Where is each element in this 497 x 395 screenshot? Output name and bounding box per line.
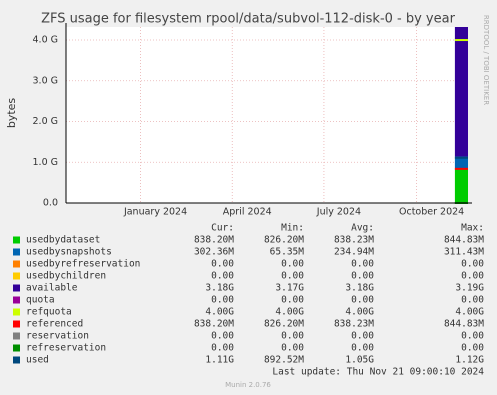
legend-swatch <box>13 344 20 352</box>
table-cell: 4.00G <box>455 307 484 318</box>
table-cell: 844.83M <box>444 235 484 246</box>
legend-swatch <box>13 308 20 316</box>
table-header: Cur: <box>211 223 234 234</box>
table-cell: 838.20M <box>194 235 234 246</box>
table-cell: 0.00 <box>461 271 484 282</box>
area <box>454 168 468 203</box>
table-cell: 65.35M <box>270 247 305 258</box>
table-cell: 0.00 <box>281 259 304 270</box>
legend-swatch <box>13 236 20 244</box>
table-cell: 311.43M <box>444 247 484 258</box>
last-update: Last update: Thu Nov 21 09:00:10 2024 <box>272 367 484 378</box>
area <box>454 26 468 157</box>
table-cell: 0.00 <box>211 271 234 282</box>
table-cell: 0.00 <box>281 343 304 354</box>
table-cell: 0.00 <box>351 343 374 354</box>
table-cell: 1.11G <box>205 355 234 366</box>
table-header: Max: <box>461 223 484 234</box>
table-cell: 826.20M <box>264 319 304 330</box>
y-tick-label: 2.0 G <box>33 116 59 127</box>
legend-label: usedbychildren <box>26 271 106 282</box>
table-cell: 3.18G <box>205 283 234 294</box>
legend-label: reservation <box>26 331 89 342</box>
table-cell: 0.00 <box>281 295 304 306</box>
x-tick-label: October 2024 <box>399 207 464 218</box>
table-cell: 3.18G <box>345 283 374 294</box>
table-cell: 302.36M <box>194 247 234 258</box>
table-cell: 0.00 <box>461 259 484 270</box>
table-cell: 0.00 <box>461 343 484 354</box>
plot-area <box>66 27 468 203</box>
table-cell: 838.23M <box>334 319 374 330</box>
legend-label: quota <box>26 295 55 306</box>
table-cell: 3.17G <box>275 283 304 294</box>
table-cell: 4.00G <box>275 307 304 318</box>
legend-label: usedbydataset <box>26 235 100 246</box>
table-header: Min: <box>281 223 304 234</box>
table-cell: 4.00G <box>345 307 374 318</box>
legend-label: referenced <box>26 319 83 330</box>
table-cell: 0.00 <box>351 331 374 342</box>
table-cell: 0.00 <box>211 295 234 306</box>
table-header: Avg: <box>351 223 374 234</box>
table-cell: 0.00 <box>281 331 304 342</box>
legend-swatch <box>13 296 20 304</box>
legend-label: used <box>26 355 49 366</box>
legend-label: refquota <box>26 307 72 318</box>
area <box>454 156 468 169</box>
legend-label: refreservation <box>26 343 106 354</box>
table-cell: 838.20M <box>194 319 234 330</box>
table-cell: 826.20M <box>264 235 304 246</box>
y-tick-label: 0.0 <box>43 198 58 209</box>
table-cell: 0.00 <box>351 271 374 282</box>
table-cell: 0.00 <box>211 331 234 342</box>
legend-swatch <box>13 332 20 340</box>
legend-label: available <box>26 283 78 294</box>
table-cell: 0.00 <box>281 271 304 282</box>
table-cell: 844.83M <box>444 319 484 330</box>
table-cell: 892.52M <box>264 355 304 366</box>
table-cell: 838.23M <box>334 235 374 246</box>
legend-swatch <box>13 248 20 256</box>
legend-label: usedbyrefreservation <box>26 259 140 270</box>
side-label: RRDTOOL / TOBI OETIKER <box>482 15 490 105</box>
table-cell: 0.00 <box>351 295 374 306</box>
legend-label: usedbysnapshots <box>26 247 112 258</box>
legend-swatch <box>13 356 20 364</box>
table-cell: 1.12G <box>455 355 484 366</box>
legend-swatch <box>13 320 20 328</box>
x-tick-label: January 2024 <box>123 207 187 218</box>
version: Munin 2.0.76 <box>225 381 271 389</box>
legend-swatch <box>13 272 20 280</box>
table-cell: 0.00 <box>211 343 234 354</box>
chart-title: ZFS usage for filesystem rpool/data/subv… <box>41 12 456 27</box>
x-tick-label: July 2024 <box>316 207 361 218</box>
table-cell: 234.94M <box>334 247 374 258</box>
table-cell: 1.05G <box>345 355 374 366</box>
table-cell: 0.00 <box>351 259 374 270</box>
legend-swatch <box>13 284 20 292</box>
table-cell: 0.00 <box>461 295 484 306</box>
table-cell: 0.00 <box>461 331 484 342</box>
table-cell: 3.19G <box>455 283 484 294</box>
y-tick-label: 4.0 G <box>33 35 59 46</box>
y-axis-label: bytes <box>5 98 18 129</box>
table-cell: 4.00G <box>205 307 234 318</box>
y-tick-label: 1.0 G <box>33 157 59 168</box>
x-tick-label: April 2024 <box>223 207 272 218</box>
table-cell: 0.00 <box>211 259 234 270</box>
y-tick-label: 3.0 G <box>33 75 59 86</box>
legend-swatch <box>13 260 20 268</box>
